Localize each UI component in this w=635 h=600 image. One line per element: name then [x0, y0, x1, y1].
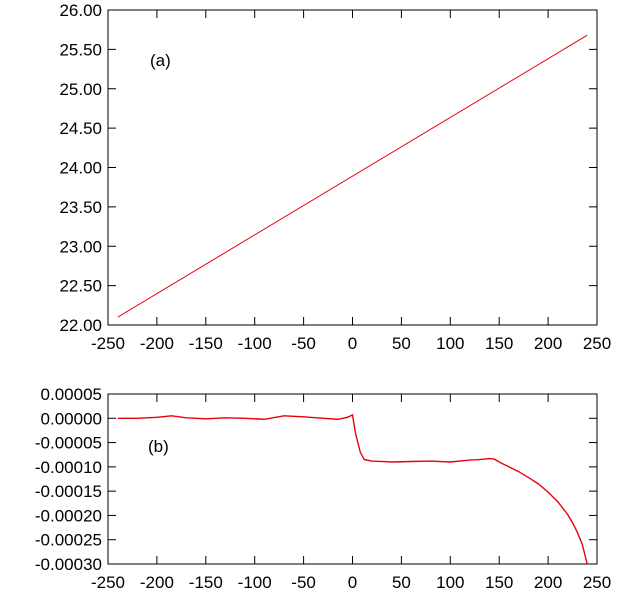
y-tick-label: -0.00030 — [35, 555, 102, 574]
x-tick-label: 250 — [583, 573, 611, 592]
y-ticks-b: -0.00030 -0.00025 -0.00020 -0.00015 -0.00010… — [35, 385, 597, 574]
y-tick-label: 25.50 — [59, 40, 102, 59]
y-tick-label: -0.00005 — [35, 434, 102, 453]
y-tick-label: 24.00 — [59, 159, 102, 178]
x-tick-label: 100 — [436, 573, 464, 592]
y-tick-label: 22.00 — [59, 316, 102, 335]
x-tick-label: 50 — [392, 573, 411, 592]
x-tick-label: 200 — [534, 573, 562, 592]
x-tick-label: 50 — [392, 334, 411, 353]
x-tick-label: 0 — [348, 573, 357, 592]
y-tick-label: -0.00010 — [35, 458, 102, 477]
series-line-a — [117, 34, 588, 318]
panel-label-a: (a) — [150, 51, 171, 70]
y-tick-label: 26.00 — [59, 1, 102, 20]
y-tick-label: -0.00015 — [35, 482, 102, 501]
y-tick-label: 22.50 — [59, 277, 102, 296]
x-ticks-a: -250 -200 -150 -100 -50 0 50 100 150 200 250 — [91, 10, 611, 353]
x-tick-label: -150 — [189, 334, 223, 353]
x-tick-label: -100 — [238, 334, 272, 353]
plot-area-a — [107, 9, 598, 326]
x-tick-label: -250 — [91, 573, 125, 592]
y-tick-label: -0.00025 — [35, 531, 102, 550]
y-tick-label: 0.00005 — [41, 385, 102, 404]
y-tick-label: -0.00020 — [35, 506, 102, 525]
series-line-b — [117, 413, 588, 565]
x-tick-label: 150 — [485, 334, 513, 353]
x-tick-label: -200 — [140, 573, 174, 592]
panel-a: 22.00 22.50 23.00 23.50 24.00 24.50 25.00 25.50… — [59, 1, 611, 353]
y-tick-label: 23.50 — [59, 198, 102, 217]
x-tick-label: -50 — [291, 573, 316, 592]
x-ticks-b: -250 -200 -150 -100 -50 0 50 100 150 200 250 — [91, 394, 611, 592]
x-tick-label: -250 — [91, 334, 125, 353]
x-tick-label: -150 — [189, 573, 223, 592]
y-tick-label: 25.00 — [59, 80, 102, 99]
plot-area-b — [107, 393, 598, 565]
x-tick-label: 100 — [436, 334, 464, 353]
x-tick-label: 0 — [348, 334, 357, 353]
y-tick-label: 23.00 — [59, 237, 102, 256]
y-ticks-a: 22.00 22.50 23.00 23.50 24.00 24.50 25.00 25.50… — [59, 1, 597, 335]
panel-b: -0.00030 -0.00025 -0.00020 -0.00015 -0.00010… — [35, 385, 611, 592]
x-tick-label: -200 — [140, 334, 174, 353]
x-tick-label: 150 — [485, 573, 513, 592]
y-tick-label: 24.50 — [59, 119, 102, 138]
y-tick-label: 0.00000 — [41, 409, 102, 428]
panel-label-b: (b) — [148, 437, 169, 456]
x-tick-label: -50 — [291, 334, 316, 353]
x-tick-label: -100 — [238, 573, 272, 592]
x-tick-label: 250 — [583, 334, 611, 353]
x-tick-label: 200 — [534, 334, 562, 353]
